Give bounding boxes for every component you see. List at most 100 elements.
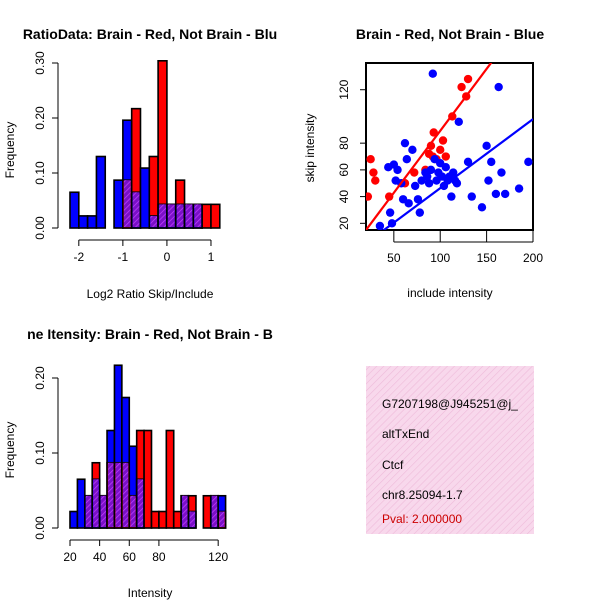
histogram-bar-not-brain bbox=[69, 191, 80, 229]
scatter-point-brain bbox=[441, 152, 450, 161]
scatter-plot-frame bbox=[365, 62, 534, 231]
histogram-bar-overlap bbox=[185, 204, 193, 227]
histogram-bar-not-brain bbox=[78, 215, 89, 229]
scatter-points bbox=[366, 63, 533, 230]
info-line-event-type: altTxEnd bbox=[382, 427, 429, 441]
scatter-point-not-brain bbox=[424, 179, 434, 188]
histogram-bar-overlap bbox=[211, 495, 218, 527]
x-tick-label: 0 bbox=[164, 250, 171, 264]
scatter-point-brain bbox=[457, 82, 466, 92]
scatter-point-brain bbox=[366, 154, 375, 164]
y-tick-label: 0.20 bbox=[33, 366, 47, 390]
scatter-y-axis: 20 40 60 80 120 bbox=[337, 79, 366, 230]
x-tick-label: 100 bbox=[430, 251, 450, 265]
scatter-ylabel: skip intensity bbox=[303, 114, 317, 183]
histogram-bar-not-brain bbox=[76, 478, 86, 529]
histogram-bar-brain bbox=[165, 429, 175, 529]
histogram-bar-overlap bbox=[115, 462, 121, 527]
histogram-bar-overlap bbox=[132, 192, 140, 227]
scatter-x-axis: 50 100 150 200 bbox=[387, 230, 543, 265]
histogram-bar-overlap bbox=[176, 204, 184, 227]
histogram-bar-overlap bbox=[159, 204, 166, 227]
scatter-point-not-brain bbox=[393, 165, 402, 175]
scatter-xlabel: include intensity bbox=[407, 286, 492, 300]
scatter-point-brain bbox=[366, 192, 373, 201]
scatter-point-brain bbox=[410, 168, 419, 177]
scatter-point-not-brain bbox=[477, 203, 487, 212]
histogram-bar-overlap bbox=[182, 495, 188, 527]
intensity-scatter: Brain - Red, Not Brain - Blue include in… bbox=[303, 26, 544, 300]
histogram-bar-not-brain bbox=[86, 215, 98, 229]
scatter-point-brain bbox=[429, 128, 438, 137]
histogram-bar-not-brain bbox=[139, 167, 151, 229]
y-tick-label: 20 bbox=[337, 216, 351, 230]
y-tick-label: 0.10 bbox=[33, 161, 47, 185]
histogram-bar-overlap bbox=[189, 511, 195, 527]
scatter-point-not-brain bbox=[514, 184, 524, 193]
info-line-event-id: G7207198@J945251@j_ bbox=[382, 397, 518, 411]
x-tick-label: 50 bbox=[387, 251, 401, 265]
y-tick-label: 0.00 bbox=[33, 516, 47, 540]
x-tick-label: 60 bbox=[123, 550, 137, 564]
scatter-point-not-brain bbox=[385, 208, 395, 217]
intensity-histogram-ylabel: Frequency bbox=[3, 422, 17, 479]
ratio-histogram-title: RatioData: Brain - Red, Not Brain - Blu bbox=[23, 26, 277, 42]
scatter-point-not-brain bbox=[463, 157, 473, 167]
scatter-point-not-brain bbox=[426, 165, 436, 175]
intensity-histogram-x-axis: 20 40 60 80 120 bbox=[63, 539, 229, 564]
info-line-location: chr8.25094-1.7 bbox=[382, 488, 463, 502]
scatter-point-not-brain bbox=[423, 172, 432, 181]
intensity-histogram: ne Itensity: Brain - Red, Not Brain - B … bbox=[3, 326, 273, 600]
scatter-point-not-brain bbox=[500, 189, 510, 199]
scatter-title: Brain - Red, Not Brain - Blue bbox=[356, 26, 544, 42]
scatter-point-not-brain bbox=[410, 181, 420, 191]
histogram-bar-overlap bbox=[130, 495, 136, 527]
scatter-point-not-brain bbox=[402, 154, 412, 164]
histogram-bar-not-brain bbox=[95, 155, 107, 229]
scatter-point-not-brain bbox=[497, 168, 506, 177]
histogram-bar-overlap bbox=[123, 180, 131, 227]
scatter-point-not-brain bbox=[408, 145, 417, 155]
y-tick-label: 120 bbox=[337, 79, 351, 99]
histogram-bar-not-brain bbox=[69, 510, 79, 529]
scatter-point-brain bbox=[436, 145, 445, 155]
ratio-histogram-xlabel: Log2 Ratio Skip/Include bbox=[87, 287, 214, 301]
histogram-bar-brain bbox=[157, 59, 168, 229]
ratio-histogram-y-axis: 0.00 0.10 0.20 0.30 bbox=[33, 51, 59, 240]
x-tick-label: 80 bbox=[152, 550, 166, 564]
x-tick-label: 200 bbox=[523, 251, 543, 265]
histogram-bar-overlap bbox=[194, 204, 202, 227]
histogram-bar-brain bbox=[150, 510, 160, 529]
x-tick-label: -2 bbox=[73, 250, 84, 264]
histogram-bar-brain bbox=[158, 510, 168, 529]
scatter-point-brain bbox=[371, 176, 380, 185]
y-tick-label: 0.00 bbox=[33, 216, 47, 240]
scatter-point-not-brain bbox=[491, 189, 501, 199]
ratio-histogram-ylabel: Frequency bbox=[3, 122, 17, 179]
scatter-point-not-brain bbox=[454, 117, 463, 126]
fit-line-not-brain bbox=[382, 118, 533, 230]
scatter-point-brain bbox=[426, 141, 436, 151]
scatter-point-not-brain bbox=[428, 69, 437, 78]
scatter-point-not-brain bbox=[524, 157, 533, 167]
x-tick-label: 40 bbox=[93, 550, 107, 564]
info-panel-background bbox=[366, 366, 534, 534]
y-tick-label: 0.10 bbox=[33, 441, 47, 465]
info-panel: G7207198@J945251@j_ altTxEnd Ctcf chr8.2… bbox=[366, 366, 534, 534]
histogram-bar-overlap bbox=[108, 462, 114, 527]
histogram-bar-brain bbox=[201, 203, 212, 229]
x-tick-label: -1 bbox=[118, 250, 129, 264]
histogram-bar-overlap bbox=[137, 479, 144, 527]
scatter-point-not-brain bbox=[449, 168, 458, 177]
scatter-point-not-brain bbox=[482, 141, 491, 151]
y-tick-label: 80 bbox=[337, 136, 351, 150]
x-tick-label: 150 bbox=[477, 251, 497, 265]
ratio-histogram: RatioData: Brain - Red, Not Brain - Blu … bbox=[3, 26, 277, 301]
scatter-point-not-brain bbox=[452, 179, 462, 188]
y-tick-label: 40 bbox=[337, 190, 351, 204]
intensity-histogram-title: ne Itensity: Brain - Red, Not Brain - B bbox=[27, 326, 273, 342]
histogram-bar-brain bbox=[172, 510, 182, 529]
fit-line-brain bbox=[366, 63, 493, 230]
intensity-histogram-y-axis: 0.00 0.10 0.20 bbox=[33, 366, 59, 540]
